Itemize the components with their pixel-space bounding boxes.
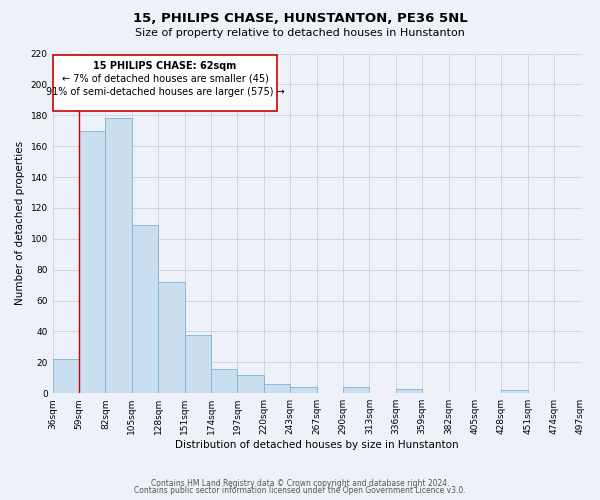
- Bar: [106, 118, 132, 393]
- FancyBboxPatch shape: [53, 55, 277, 110]
- Y-axis label: Number of detached properties: Number of detached properties: [15, 142, 25, 306]
- Bar: [396, 388, 422, 393]
- Text: ← 7% of detached houses are smaller (45): ← 7% of detached houses are smaller (45): [62, 73, 269, 83]
- Bar: [211, 368, 238, 393]
- Bar: [185, 334, 211, 393]
- X-axis label: Distribution of detached houses by size in Hunstanton: Distribution of detached houses by size …: [175, 440, 458, 450]
- Bar: [264, 384, 290, 393]
- Text: 91% of semi-detached houses are larger (575) →: 91% of semi-detached houses are larger (…: [46, 87, 284, 97]
- Bar: [502, 390, 528, 393]
- Bar: [79, 130, 106, 393]
- Bar: [343, 387, 370, 393]
- Bar: [158, 282, 185, 393]
- Text: 15, PHILIPS CHASE, HUNSTANTON, PE36 5NL: 15, PHILIPS CHASE, HUNSTANTON, PE36 5NL: [133, 12, 467, 26]
- Bar: [53, 359, 79, 393]
- Bar: [290, 387, 317, 393]
- Bar: [238, 374, 264, 393]
- Bar: [132, 225, 158, 393]
- Text: Contains public sector information licensed under the Open Government Licence v3: Contains public sector information licen…: [134, 486, 466, 495]
- Text: Size of property relative to detached houses in Hunstanton: Size of property relative to detached ho…: [135, 28, 465, 38]
- Text: 15 PHILIPS CHASE: 62sqm: 15 PHILIPS CHASE: 62sqm: [94, 61, 237, 71]
- Text: Contains HM Land Registry data © Crown copyright and database right 2024.: Contains HM Land Registry data © Crown c…: [151, 478, 449, 488]
